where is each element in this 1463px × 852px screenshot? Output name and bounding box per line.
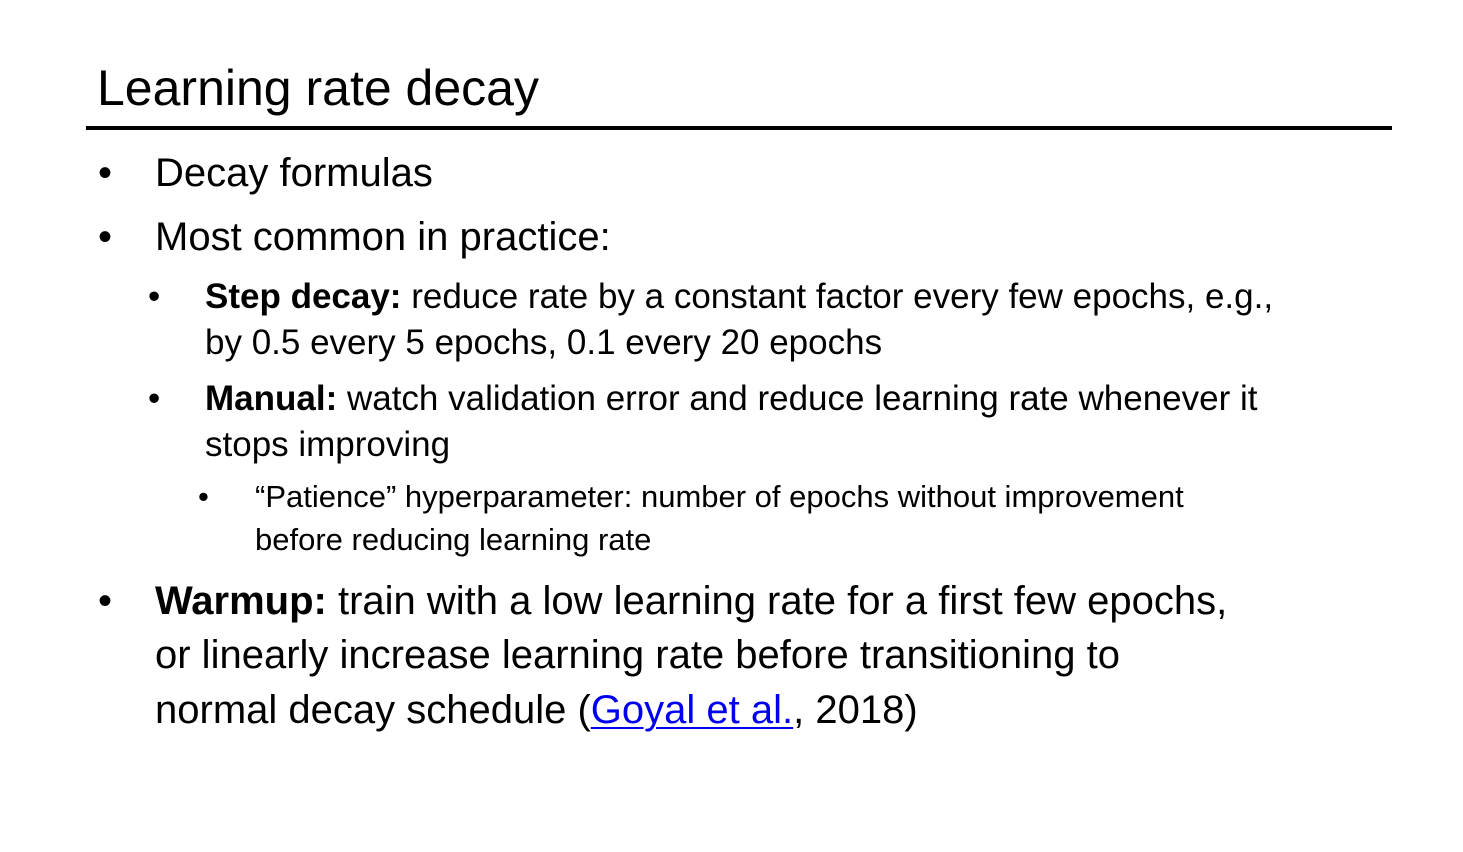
bullet-text-line-2: before reducing learning rate bbox=[255, 522, 652, 557]
bullet-glyph: • bbox=[98, 151, 113, 195]
citation-link-goyal[interactable]: Goyal et al. bbox=[590, 688, 794, 732]
bullet-glyph: • bbox=[98, 215, 113, 259]
bullet-text-line-2: stops improving bbox=[205, 425, 451, 464]
bullet-text-line-1: Warmup: train with a low learning rate f… bbox=[155, 574, 1227, 628]
bullet-text-line-3: normal decay schedule (Goyal et al., 201… bbox=[155, 683, 918, 737]
bullet-glyph: • bbox=[98, 579, 113, 623]
bullet-text: Decay formulas bbox=[155, 151, 433, 195]
bullet-desc: watch validation error and reduce learni… bbox=[337, 379, 1258, 418]
bullet-term: Step decay: bbox=[205, 277, 402, 316]
bullet-term: Manual: bbox=[205, 379, 338, 418]
bullet-text-line-1: Step decay: reduce rate by a constant fa… bbox=[205, 274, 1273, 320]
title-divider bbox=[86, 126, 1392, 130]
citation-suffix: , 2018) bbox=[793, 688, 918, 732]
bullet-glyph: • bbox=[198, 479, 209, 514]
bullet-text-line-1: Manual: watch validation error and reduc… bbox=[205, 376, 1257, 422]
bullet-text-line-1: “Patience” hyperparameter: number of epo… bbox=[255, 479, 1184, 514]
bullet-text: Most common in practice: bbox=[155, 215, 611, 259]
citation-prefix: normal decay schedule ( bbox=[155, 688, 591, 732]
bullet-text-line-2: or linearly increase learning rate befor… bbox=[155, 633, 1120, 677]
bullet-glyph: • bbox=[148, 277, 161, 316]
bullet-term: Warmup: bbox=[155, 579, 327, 623]
slide-title: Learning rate decay bbox=[97, 60, 539, 116]
bullet-text-line-2: by 0.5 every 5 epochs, 0.1 every 20 epoc… bbox=[205, 323, 883, 362]
bullet-glyph: • bbox=[148, 379, 161, 418]
bullet-desc: reduce rate by a constant factor every f… bbox=[401, 277, 1274, 316]
bullet-desc: train with a low learning rate for a fir… bbox=[326, 579, 1228, 623]
